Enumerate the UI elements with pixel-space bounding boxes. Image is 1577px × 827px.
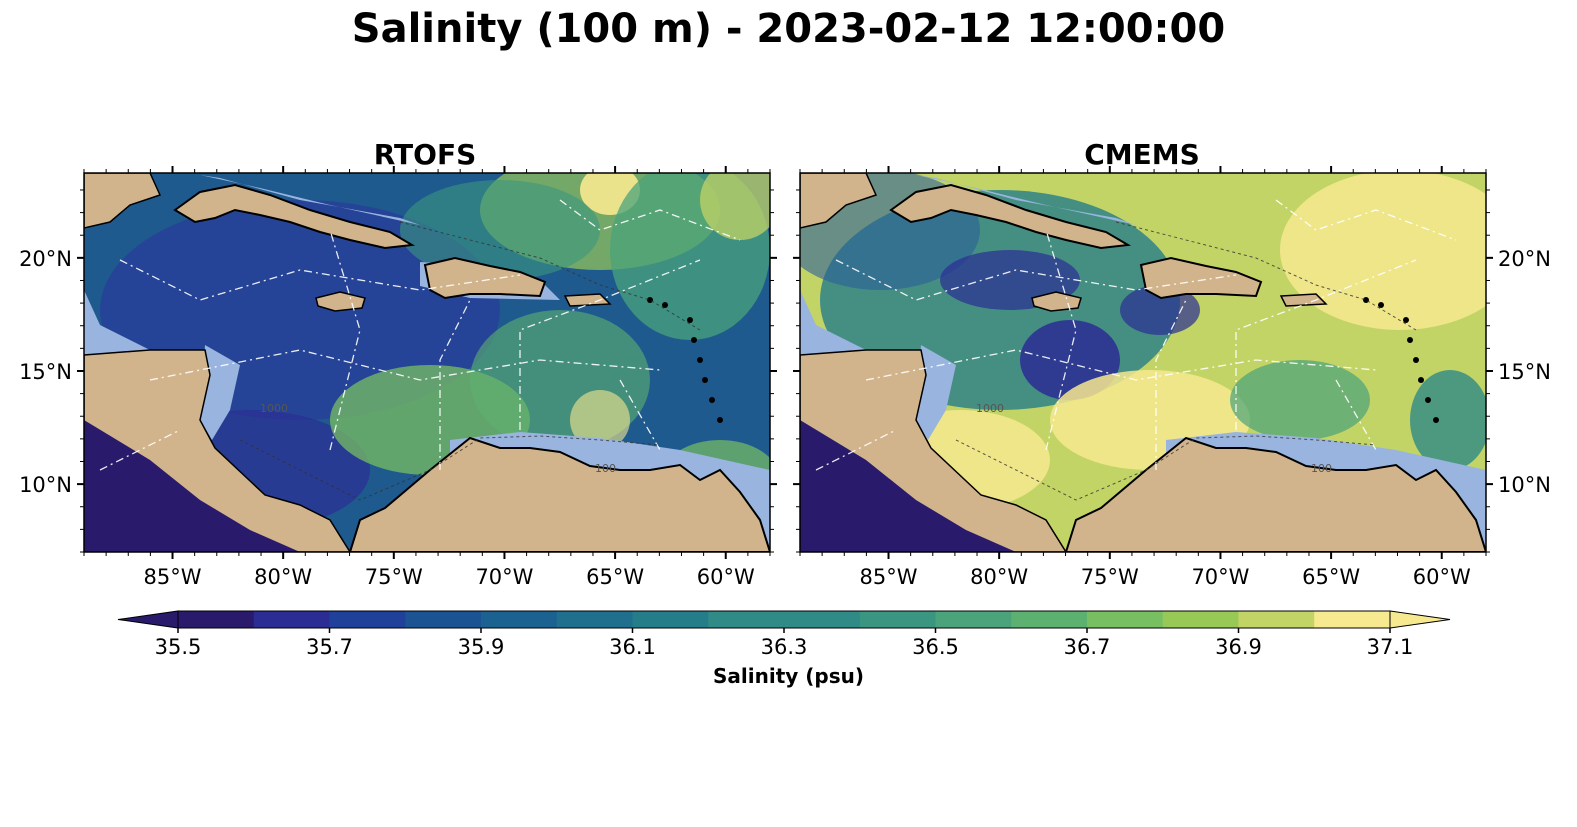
lon-tick-label: 70°W	[475, 565, 533, 589]
map-frame-rtofs	[83, 172, 771, 553]
lon-tick-label: 65°W	[1302, 565, 1360, 589]
colorbar-extend-high	[1389, 610, 1451, 629]
colorbar-bin	[935, 611, 1012, 628]
colorbar-bin	[708, 611, 785, 628]
figure-title: Salinity (100 m) - 2023-02-12 12:00:00	[351, 6, 1226, 52]
colorbar-bin	[329, 611, 406, 628]
colorbar-tick-label: 36.9	[1215, 635, 1262, 659]
land-cmems	[800, 173, 1486, 552]
lon-tick-label: 80°W	[970, 565, 1028, 589]
colorbar-bin	[481, 611, 558, 628]
lon-tick-label: 85°W	[144, 565, 202, 589]
lat-tick-label: 15°N	[1498, 360, 1551, 384]
colorbar-tick-label: 36.7	[1064, 635, 1111, 659]
colorbar-tick-label: 36.3	[761, 635, 808, 659]
map-frame-cmems	[799, 172, 1487, 553]
map-panel-cmems: 100 1000	[799, 172, 1487, 553]
lon-tick-label: 60°W	[697, 565, 755, 589]
colorbar-tick-label: 35.7	[306, 635, 353, 659]
panel-title-cmems: CMEMS	[1084, 138, 1200, 171]
contour-label: 1000	[976, 402, 1004, 415]
lon-tick-label: 85°W	[860, 565, 918, 589]
lat-tick-label: 15°N	[19, 360, 72, 384]
lon-tick-label: 70°W	[1191, 565, 1249, 589]
colorbar-bin	[1238, 611, 1315, 628]
colorbar-bin	[178, 611, 255, 628]
colorbar-bin	[1162, 611, 1239, 628]
lon-tick-label: 75°W	[1081, 565, 1139, 589]
colorbar-bin	[784, 611, 861, 628]
colorbar-bin	[632, 611, 709, 628]
colorbar-bin	[253, 611, 330, 628]
lon-tick-label: 65°W	[586, 565, 644, 589]
colorbar-bin	[1011, 611, 1088, 628]
lat-tick-label: 20°N	[1498, 247, 1551, 271]
lon-tick-label: 80°W	[254, 565, 312, 589]
land-rtofs	[84, 173, 770, 552]
colorbar-label: Salinity (psu)	[712, 664, 864, 688]
colorbar-tick-label: 35.5	[155, 635, 202, 659]
colorbar-tick-label: 36.1	[609, 635, 656, 659]
map-panel-rtofs: 100 1000	[83, 172, 771, 553]
colorbar-tick-label: 35.9	[458, 635, 505, 659]
colorbar-bin	[1087, 611, 1164, 628]
colorbar-tick-label: 36.5	[912, 635, 959, 659]
colorbar-extend-low	[117, 610, 179, 629]
colorbar-bin	[405, 611, 482, 628]
contour-label: 100	[595, 462, 616, 475]
lon-tick-label: 60°W	[1413, 565, 1471, 589]
colorbar-tick-label: 37.1	[1367, 635, 1414, 659]
lon-tick-label: 75°W	[365, 565, 423, 589]
axes-rtofs: 85°W 80°W 75°W 70°W 65°W 60°W 20°N 15°N 10°N	[19, 166, 777, 589]
axes-cmems: 85°W 80°W 75°W 70°W 65°W 60°W 20°N 15°N 10°N	[793, 166, 1551, 589]
colorbar-bin	[556, 611, 633, 628]
lat-tick-label: 10°N	[19, 473, 72, 497]
contour-label: 100	[1311, 462, 1332, 475]
lat-tick-label: 20°N	[19, 247, 72, 271]
contour-label: 1000	[260, 402, 288, 415]
colorbar: 35.5 35.7 35.9 36.1 36.3 36.5 36.7 36.9 37.1	[117, 610, 1451, 659]
colorbar-bin	[1314, 611, 1391, 628]
colorbar-bin	[859, 611, 936, 628]
panel-title-rtofs: RTOFS	[373, 138, 477, 171]
lat-tick-label: 10°N	[1498, 473, 1551, 497]
